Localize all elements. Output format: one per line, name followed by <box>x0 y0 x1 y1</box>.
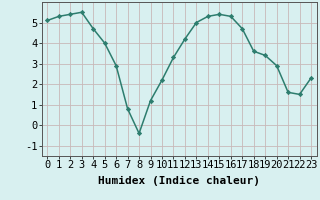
X-axis label: Humidex (Indice chaleur): Humidex (Indice chaleur) <box>98 176 260 186</box>
